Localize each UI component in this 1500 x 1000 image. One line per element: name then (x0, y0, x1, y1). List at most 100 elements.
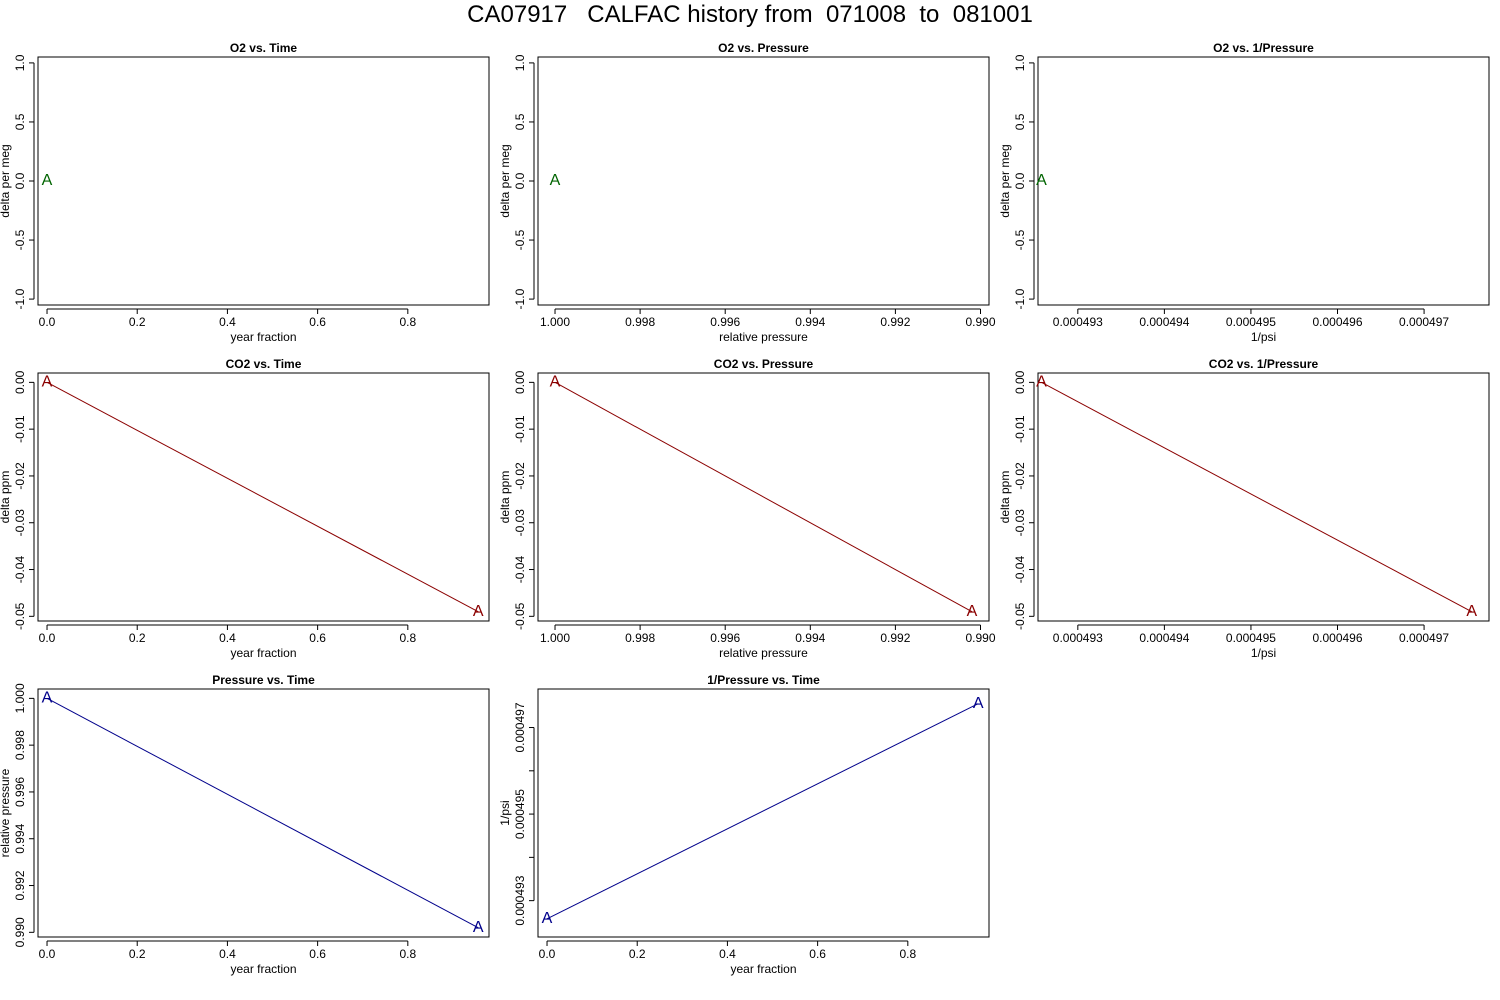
x-tick-label: 0.000493 (1053, 631, 1103, 645)
x-tick-label: 0.8 (399, 947, 416, 961)
x-tick-label: 1.000 (540, 631, 570, 645)
y-tick-label: 0.000493 (513, 875, 527, 925)
y-axis-label: delta per meg (998, 144, 1012, 217)
y-tick-label: 0.00 (513, 370, 527, 394)
x-tick-label: 0.2 (629, 947, 646, 961)
x-tick-label: 0.8 (399, 631, 416, 645)
y-tick-label: 0.998 (13, 730, 27, 760)
x-axis-label: year fraction (730, 962, 796, 976)
chart-title: O2 vs. 1/Pressure (1213, 41, 1314, 55)
x-tick-label: 0.000495 (1226, 631, 1276, 645)
x-axis-label: year fraction (230, 330, 296, 344)
y-tick-label: 1.0 (13, 54, 27, 71)
y-tick-label: 1.0 (513, 54, 527, 71)
chart-title: CO2 vs. Time (226, 357, 302, 371)
chart-title: Pressure vs. Time (212, 673, 315, 687)
y-tick-label: 0.0 (513, 172, 527, 189)
y-tick-label: -0.05 (513, 602, 527, 630)
x-tick-label: 0.000496 (1312, 315, 1362, 329)
y-tick-label: 0.990 (13, 917, 27, 947)
x-axis-label: relative pressure (719, 646, 808, 660)
chart-title: O2 vs. Time (230, 41, 297, 55)
x-tick-label: 0.0 (39, 631, 56, 645)
x-tick-label: 0.4 (219, 947, 236, 961)
y-tick-label: 0.000495 (513, 789, 527, 839)
x-tick-label: 0.998 (625, 315, 655, 329)
y-axis-label: relative pressure (0, 768, 12, 857)
y-tick-label: 1.000 (13, 683, 27, 713)
chart-title: O2 vs. Pressure (718, 41, 809, 55)
y-axis-label: 1/psi (498, 800, 512, 825)
x-axis-label: year fraction (230, 962, 296, 976)
y-tick-label: -0.02 (513, 462, 527, 490)
x-tick-label: 0.000497 (1399, 631, 1449, 645)
y-tick-label: -0.02 (13, 462, 27, 490)
data-point-marker: A (42, 690, 53, 707)
y-axis-label: delta ppm (0, 471, 12, 524)
x-tick-label: 0.8 (399, 315, 416, 329)
y-axis-label: delta ppm (998, 471, 1012, 524)
chart-panel-6: CO2 vs. 1/Pressure 0.000493 0.000494 0.0004… (998, 357, 1490, 660)
x-tick-label: 0.4 (219, 315, 236, 329)
y-axis-label: delta per meg (498, 144, 512, 217)
x-tick-label: 0.000494 (1139, 315, 1189, 329)
y-tick-label: -0.03 (13, 509, 27, 537)
series-line (46, 697, 479, 929)
data-point-marker: A (1466, 603, 1477, 620)
plot-frame (37, 688, 490, 938)
x-axis-label: relative pressure (719, 330, 808, 344)
y-tick-label: -0.5 (1013, 229, 1027, 250)
plot-frame (537, 56, 990, 306)
x-axis-label: 1/psi (1251, 646, 1276, 660)
x-tick-label: 0.000497 (1399, 315, 1449, 329)
y-tick-label: 0.992 (13, 870, 27, 900)
chart-panel-3: O2 vs. 1/Pressure 0.000493 0.000494 0.00049… (998, 41, 1490, 344)
y-tick-label: 0.5 (1013, 113, 1027, 130)
x-tick-label: 0.8 (899, 947, 916, 961)
x-tick-label: 0.998 (625, 631, 655, 645)
y-axis-label: delta per meg (0, 144, 12, 217)
x-axis-label: 1/psi (1251, 330, 1276, 344)
plot-frame (37, 372, 490, 622)
y-axis-label: delta ppm (498, 471, 512, 524)
x-tick-label: 0.4 (219, 631, 236, 645)
data-point-marker: A (973, 695, 984, 712)
chart-panel-1: O2 vs. Time 0.0 0.2 0.4 0.6 0.8 year fraction -… (0, 41, 490, 344)
data-point-marker: A (42, 172, 53, 189)
y-tick-label: 0.0 (13, 172, 27, 189)
data-point-marker: A (1036, 172, 1047, 189)
data-point-marker: A (550, 374, 561, 391)
x-tick-label: 0.000496 (1312, 631, 1362, 645)
data-point-marker: A (473, 603, 484, 620)
data-point-marker: A (1036, 374, 1047, 391)
y-tick-label: -1.0 (513, 288, 527, 309)
data-point-marker: A (550, 172, 561, 189)
y-tick-label: -0.03 (513, 509, 527, 537)
series-line (546, 703, 979, 920)
series-line (554, 381, 973, 613)
x-tick-label: 0.2 (129, 947, 146, 961)
plot-frame (1037, 372, 1490, 622)
x-tick-label: 0.4 (719, 947, 736, 961)
y-tick-label: -0.04 (1013, 556, 1027, 584)
y-tick-label: 0.994 (13, 823, 27, 853)
x-tick-label: 0.0 (39, 947, 56, 961)
chart-panel-4: CO2 vs. Time 0.0 0.2 0.4 0.6 0.8 year fraction… (0, 357, 490, 660)
y-tick-label: -0.04 (513, 556, 527, 584)
y-tick-label: -0.01 (13, 415, 27, 443)
y-tick-label: -0.05 (1013, 602, 1027, 630)
y-tick-label: -0.5 (13, 229, 27, 250)
y-tick-label: -0.02 (1013, 462, 1027, 490)
x-tick-label: 0.996 (710, 631, 740, 645)
x-tick-label: 0.992 (880, 315, 910, 329)
plot-frame (537, 372, 990, 622)
x-tick-label: 0.000493 (1053, 315, 1103, 329)
y-tick-label: 0.996 (13, 777, 27, 807)
x-tick-label: 0.2 (129, 631, 146, 645)
x-tick-label: 1.000 (540, 315, 570, 329)
x-tick-label: 0.6 (309, 631, 326, 645)
chart-title: 1/Pressure vs. Time (707, 673, 820, 687)
x-tick-label: 0.000494 (1139, 631, 1189, 645)
plot-frame (1037, 56, 1490, 306)
